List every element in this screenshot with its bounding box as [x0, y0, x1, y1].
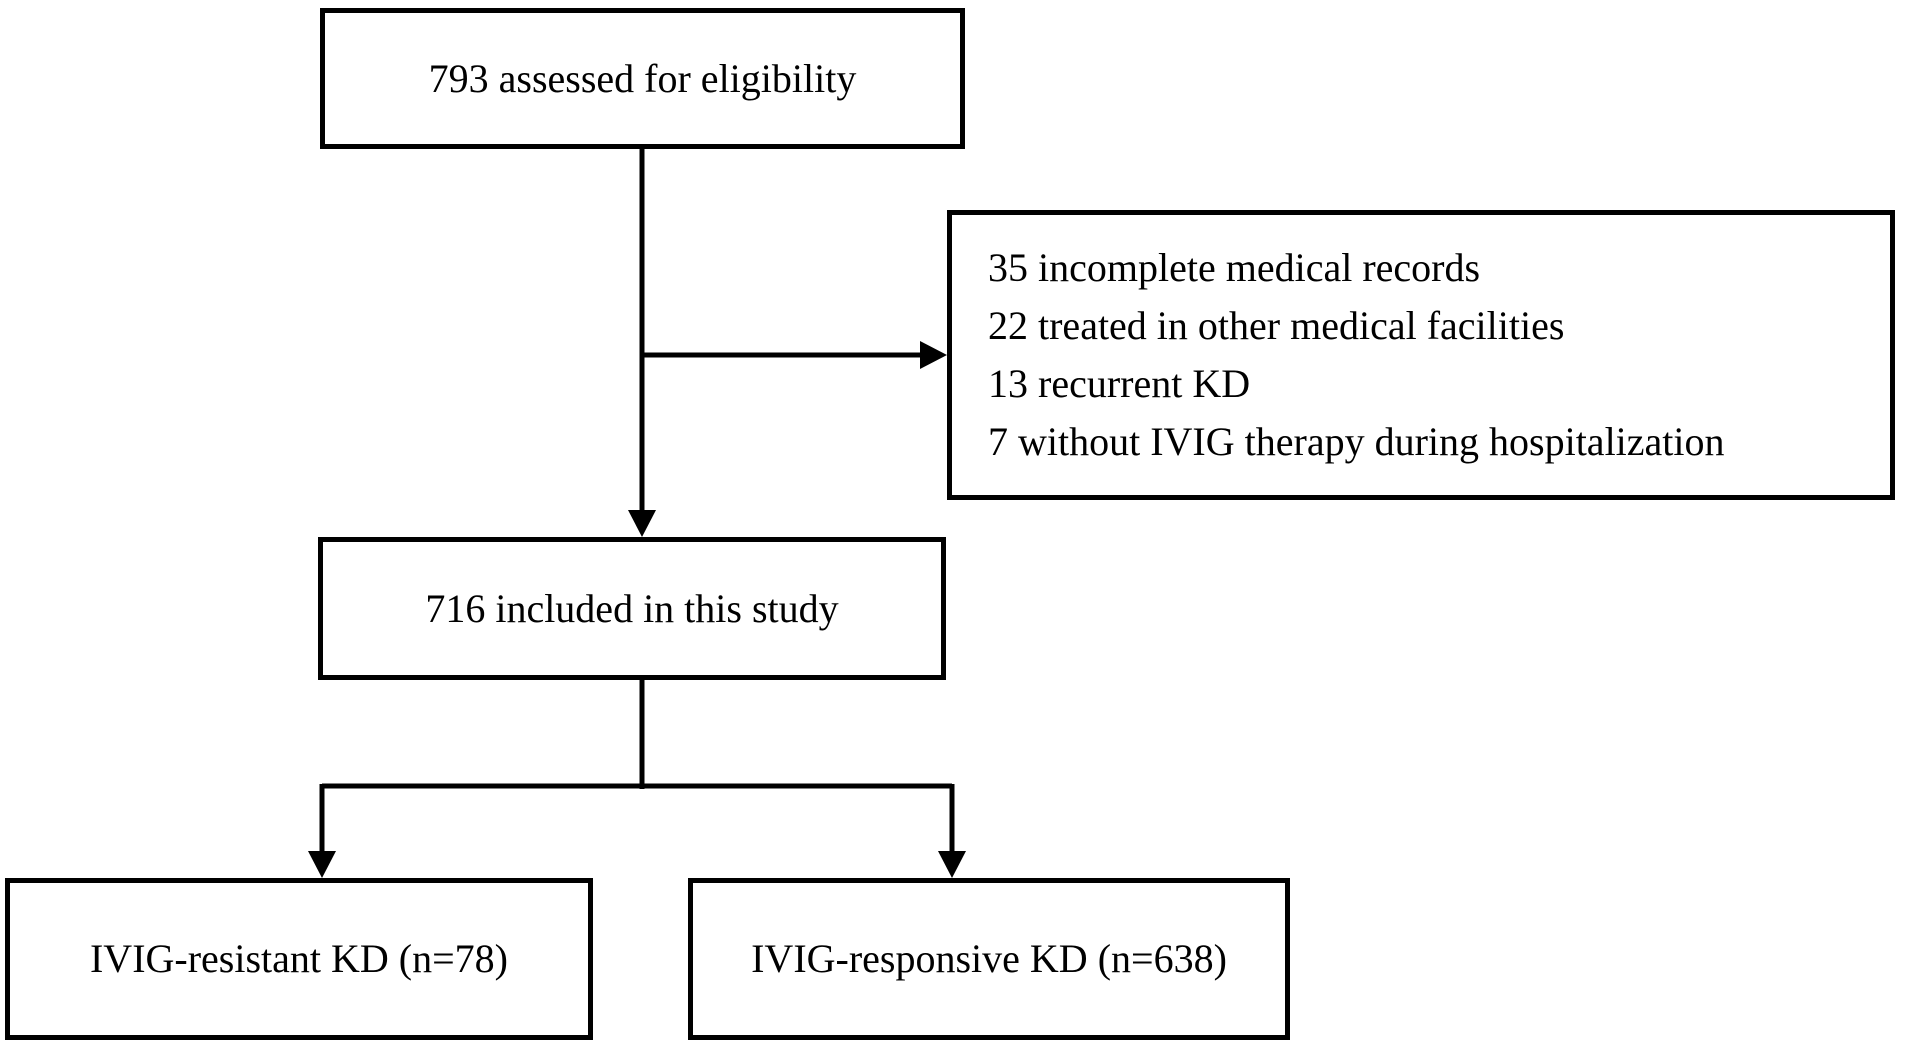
- exclusion-line-recurrent-kd: 13 recurrent KD: [988, 361, 1251, 406]
- exclusion-line-incomplete-records: 35 incomplete medical records: [988, 245, 1481, 290]
- ivig-resistant-label: IVIG-resistant KD (n=78): [89, 936, 508, 981]
- exclusion-line-no-ivig-therapy: 7 without IVIG therapy during hospitaliz…: [988, 419, 1725, 464]
- arrow-to-responsive: [938, 784, 966, 878]
- ivig-responsive-label: IVIG-responsive KD (n=638): [751, 936, 1227, 981]
- arrow-to-excluded: [640, 341, 947, 369]
- included-in-study-box: 716 included in this study: [318, 537, 946, 680]
- ivig-resistant-box: IVIG-resistant KD (n=78): [5, 878, 593, 1040]
- connector-included-to-split: [322, 678, 952, 789]
- ivig-responsive-box: IVIG-responsive KD (n=638): [688, 878, 1290, 1040]
- arrow-assessed-to-included: [628, 146, 656, 537]
- arrow-to-resistant: [308, 784, 336, 878]
- exclusion-line-other-facilities: 22 treated in other medical facilities: [988, 303, 1565, 348]
- assessed-label: 793 assessed for eligibility: [428, 55, 857, 101]
- assessed-for-eligibility-box: 793 assessed for eligibility: [320, 8, 965, 149]
- exclusions-box: 35 incomplete medical records 22 treated…: [947, 210, 1895, 500]
- included-label: 716 included in this study: [425, 585, 839, 631]
